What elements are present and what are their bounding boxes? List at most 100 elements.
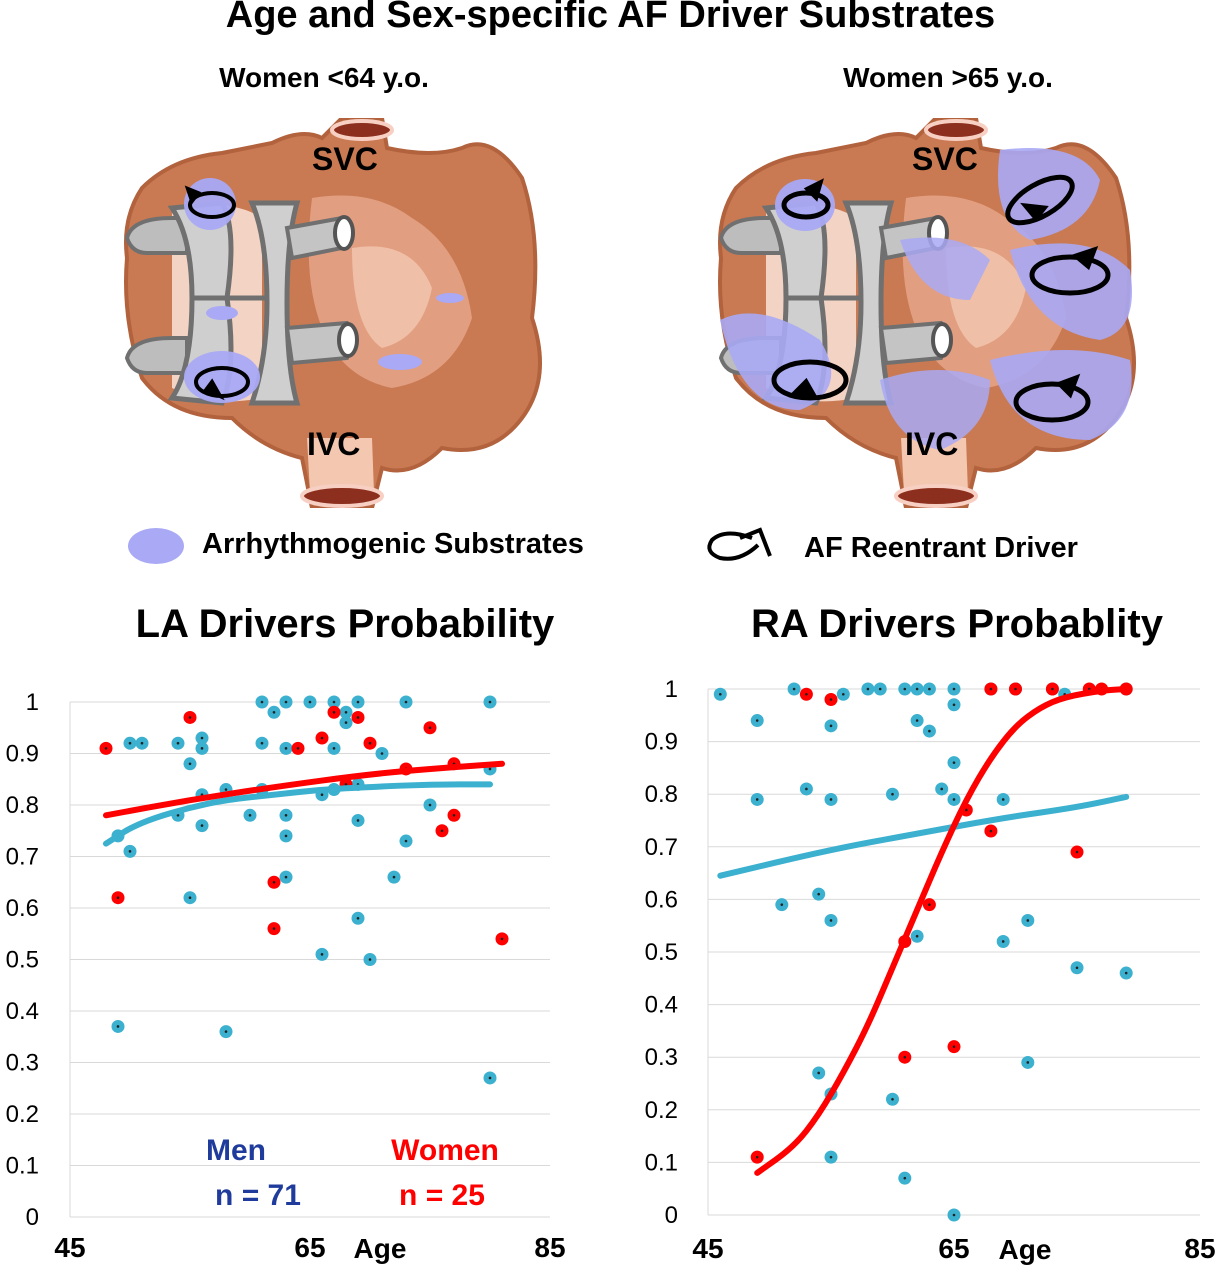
point-center (1026, 919, 1030, 922)
men-data-point (886, 787, 899, 801)
point-center (344, 783, 348, 786)
legend-substrate-label: Arrhythmogenic Substrates (202, 528, 584, 560)
point-center (1051, 687, 1054, 691)
men-data-point (279, 870, 293, 884)
men-data-point (327, 695, 341, 709)
men-trendline (103, 781, 493, 847)
men-data-point (327, 741, 341, 755)
y-tick-label: 0.5 (6, 947, 39, 974)
legend-driver-label: AF Reentrant Driver (804, 532, 1078, 564)
reentrant-driver-icon (184, 185, 236, 219)
point-center (356, 819, 360, 822)
men-data-point (922, 682, 936, 696)
women-data-point (111, 891, 125, 905)
point-center (296, 747, 300, 750)
y-tick-label: 0.2 (6, 1101, 39, 1128)
men-data-point (135, 736, 149, 750)
reentrant-driver-icon (771, 359, 849, 401)
point-center (284, 834, 288, 838)
substrate-patch (880, 370, 990, 450)
men-data-point (910, 714, 924, 728)
point-center (284, 700, 288, 704)
women-data-point (1070, 845, 1084, 859)
point-center (440, 829, 444, 833)
panel-title-older-women: Women >65 y.o. (843, 62, 1053, 93)
men-data-point (947, 698, 961, 712)
point-center (1001, 798, 1005, 801)
point-center (817, 1071, 820, 1075)
women-label: Women (391, 1134, 499, 1167)
men-data-point (387, 870, 401, 884)
men-data-point (812, 1066, 826, 1080)
x-axis-label: Age (354, 1233, 407, 1264)
women-data-point (363, 736, 377, 750)
point-center (344, 711, 348, 714)
y-tick-label: 0.1 (6, 1153, 39, 1180)
point-center (392, 875, 396, 879)
point-center (140, 741, 144, 745)
women-data-point (799, 687, 813, 701)
la-chart-title: LA Drivers Probability (135, 602, 555, 646)
substrate-patch (378, 354, 422, 370)
reentrant-driver-icon (1029, 245, 1111, 296)
point-center (878, 687, 882, 691)
point-center (188, 716, 192, 719)
reentrant-driver-icon (194, 366, 250, 401)
women-data-point (183, 710, 197, 724)
point-center (332, 711, 336, 714)
men-data-point (183, 891, 197, 905)
point-center (817, 892, 820, 896)
women-data-point (435, 824, 449, 838)
men-data-point (399, 834, 413, 848)
point-center (1075, 966, 1079, 970)
point-center (1001, 940, 1005, 943)
point-center (284, 875, 288, 879)
men-data-point (171, 736, 185, 750)
point-center (224, 788, 228, 791)
point-center (1075, 850, 1079, 854)
men-data-point (351, 911, 365, 925)
point-center (1026, 1061, 1030, 1064)
y-tick-label: 0.3 (6, 1050, 39, 1077)
x-tick-label: 85 (534, 1232, 565, 1263)
men-data-point (1070, 961, 1084, 975)
men-data-point (824, 1150, 838, 1164)
reentrant-driver-icon (1005, 174, 1075, 226)
point-center (903, 1055, 907, 1059)
point-center (128, 741, 132, 745)
men-data-point (873, 682, 887, 696)
point-center (488, 767, 492, 771)
point-center (200, 747, 204, 750)
point-center (176, 741, 180, 745)
y-tick-label: 0.4 (645, 992, 678, 1019)
men-data-point (861, 682, 875, 696)
point-center (452, 814, 456, 817)
men-data-point (363, 953, 377, 966)
y-tick-label: 0.8 (645, 781, 678, 808)
women-data-point (267, 875, 281, 889)
men-data-point (996, 792, 1010, 806)
x-tick-label: 45 (692, 1233, 723, 1264)
point-center (952, 687, 956, 691)
women-data-point (267, 922, 281, 936)
x-tick-label: 65 (938, 1233, 969, 1264)
point-center (866, 687, 870, 691)
substrate-patch (436, 293, 464, 303)
men-data-point (219, 1025, 233, 1039)
men-data-point (279, 741, 293, 755)
point-center (842, 692, 845, 696)
svc-label-left: SVC (312, 141, 378, 177)
point-center (116, 1025, 120, 1028)
point-center (224, 1030, 228, 1033)
men-data-point (824, 719, 838, 733)
point-center (755, 798, 759, 801)
men-data-point (824, 792, 838, 806)
point-center (780, 903, 784, 906)
point-center (320, 793, 324, 796)
men-data-point (947, 792, 961, 806)
men-data-point (111, 1019, 125, 1033)
men-data-point (996, 934, 1010, 948)
